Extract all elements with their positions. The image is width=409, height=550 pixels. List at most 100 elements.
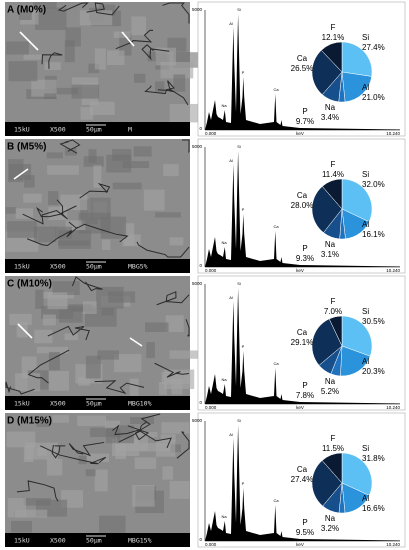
sem-texture [105, 420, 120, 429]
sem-caption: 50μm [86, 263, 102, 271]
pie-value-label: 30.5% [362, 317, 385, 326]
sem-crack [176, 431, 190, 459]
pie-slice [341, 178, 373, 223]
pie-value-label: 26.5% [291, 64, 314, 73]
sem-texture [100, 216, 127, 239]
sem-texture [65, 220, 86, 230]
spectrum-y-label: 0 [199, 126, 202, 131]
sem-texture [47, 292, 68, 310]
sem-texture [33, 226, 57, 243]
panel-label: A (M0%) [7, 5, 46, 16]
sem-texture [89, 101, 115, 115]
panel: 15kU X500 50μm MBG5% B (M5%) 5000 00.000 keV 10.… [5, 138, 406, 274]
pie-slice [341, 315, 373, 357]
sem-texture [155, 212, 181, 218]
pie-category: Al [362, 83, 369, 92]
pie-slice [320, 41, 343, 73]
pie-value-label: 3.1% [321, 250, 339, 259]
sem-texture [165, 315, 184, 333]
sem-crack [185, 319, 190, 337]
sem-crack [79, 182, 111, 199]
sem-texture [15, 208, 33, 219]
sem-caption: 15kU [14, 263, 30, 271]
sem-caption: 15kU [14, 400, 30, 408]
sem-crack [27, 349, 70, 384]
sem-texture [23, 54, 42, 60]
panel: 15kU X500 50μm MBG10% C (M10%) 5000 00.000 keV 1… [5, 275, 406, 411]
sem-crack [51, 444, 66, 459]
sem-crack [71, 276, 103, 292]
sem-texture [64, 40, 75, 63]
sem-texture [131, 431, 158, 438]
peak-label: Na [221, 240, 227, 245]
sem-texture [112, 182, 142, 190]
pie-value-label: 27.4% [291, 475, 314, 484]
sem-crack [181, 139, 190, 153]
pie-value-label: 11.4% [322, 170, 344, 179]
sem-texture [113, 31, 131, 38]
sem-texture [169, 237, 184, 246]
pie-value-label: 27.4% [362, 43, 385, 52]
sem-caption: X500 [50, 263, 66, 271]
pie-slice [311, 186, 343, 233]
pie-category: Ca [297, 328, 308, 337]
sem-texture [79, 10, 113, 26]
pie-category: Ca [297, 191, 308, 200]
spectrum-x-label: 0.000 [205, 542, 217, 547]
pie-value-label: 7.8% [296, 391, 314, 400]
pie-value-label: 11.5% [322, 444, 344, 453]
pie-value-label: 32.0% [362, 180, 385, 189]
sem-texture [47, 165, 79, 175]
pie-category: Na [325, 103, 336, 112]
sem-texture [68, 304, 92, 312]
sem-texture [169, 103, 200, 123]
pie-value-label: 16.6% [362, 504, 385, 513]
sem-crack [57, 2, 89, 12]
peak-label: P [242, 344, 245, 349]
sem-texture [112, 149, 132, 161]
peak-label: P [242, 481, 245, 486]
sem-crack [112, 421, 148, 436]
sem-caption: X500 [50, 400, 66, 408]
sem-texture [23, 193, 42, 203]
pie-value-label: 3.4% [321, 113, 339, 122]
caption-bar [5, 533, 190, 547]
panel-label: D (M15%) [7, 416, 52, 427]
sem-crack [5, 381, 35, 395]
pie-value-label: 21.0% [362, 93, 385, 102]
sem-texture [134, 73, 146, 83]
sem-texture [170, 444, 181, 453]
sem-caption: 15kU [14, 126, 30, 134]
pie-slice [341, 71, 372, 103]
sem-texture [36, 346, 69, 354]
sem-caption: 50μm [86, 400, 102, 408]
sem-texture [163, 369, 195, 390]
sem-texture [53, 87, 78, 95]
sem-texture [32, 2, 57, 9]
sem-texture [161, 422, 190, 434]
panel: 15kU X500 50μm M A (M0%) 5000 00.000 keV 10.240 S… [5, 1, 406, 137]
sem-texture [6, 41, 29, 55]
pie-category: F [331, 434, 336, 443]
arrow [129, 337, 143, 347]
sem-caption: M [128, 126, 132, 134]
arrow [13, 168, 29, 180]
arrow [17, 323, 33, 339]
peak-label: Ca [273, 498, 279, 503]
pie-value-label: 20.3% [362, 367, 385, 376]
pie-category: P [302, 381, 307, 390]
sem-texture [36, 419, 50, 427]
sem-crack [35, 199, 64, 218]
sem-crack [40, 445, 107, 465]
peak-label: Ca [273, 87, 279, 92]
spectrum-y-label: 0 [199, 537, 202, 542]
sem-texture [60, 194, 88, 211]
sem-texture [131, 16, 147, 36]
peak-label: Al [229, 432, 233, 437]
peak-label: Na [221, 103, 227, 108]
sem-texture [108, 291, 136, 303]
spectrum-y-label: 0 [199, 263, 202, 268]
pie-slice [321, 178, 343, 210]
sem-texture [19, 9, 32, 20]
sem-texture [160, 61, 194, 79]
